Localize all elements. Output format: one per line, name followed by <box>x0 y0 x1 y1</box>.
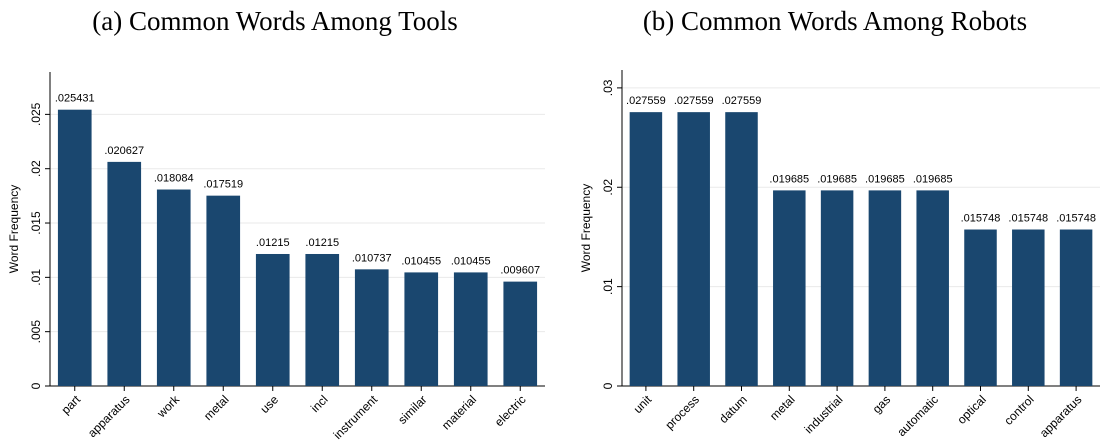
bar <box>964 229 997 386</box>
value-label: .015748 <box>1008 213 1048 225</box>
bar <box>354 269 389 386</box>
x-tick-label: instrument <box>331 392 381 442</box>
value-label: .017519 <box>203 179 243 191</box>
value-label: .027559 <box>626 95 666 107</box>
x-tick-label: work <box>154 392 183 421</box>
y-tick-label: .02 <box>29 160 43 177</box>
x-tick-label: optical <box>954 392 988 426</box>
x-tick-label: part <box>59 392 84 417</box>
y-tick-label: .005 <box>29 320 43 344</box>
value-label: .010455 <box>451 255 491 267</box>
bar <box>453 272 488 386</box>
value-label: .010737 <box>352 252 392 264</box>
value-label: .01215 <box>256 237 290 249</box>
bar <box>773 190 806 386</box>
y-tick-label: .03 <box>601 79 615 96</box>
x-tick-label: electric <box>492 392 529 429</box>
value-label: .019685 <box>817 173 857 185</box>
y-tick-label: 0 <box>601 382 615 389</box>
value-label: .018084 <box>154 173 194 185</box>
value-label: .009607 <box>500 265 540 277</box>
value-label: .020627 <box>104 145 144 157</box>
bar <box>255 253 290 386</box>
y-tick-label: .02 <box>601 179 615 196</box>
bar <box>404 272 439 386</box>
value-label: .019685 <box>865 173 905 185</box>
x-tick-label: control <box>1001 392 1036 427</box>
x-tick-label: automatic <box>894 392 941 439</box>
y-tick-label: .01 <box>29 269 43 286</box>
bar <box>57 109 92 387</box>
x-tick-label: metal <box>767 392 798 423</box>
y-axis-label: Word Frequency <box>7 185 21 273</box>
bar <box>629 112 663 386</box>
bar <box>206 195 241 386</box>
chart-title: (a) Common Words Among Tools <box>92 6 457 36</box>
bar <box>677 112 710 386</box>
y-tick-label: .01 <box>601 278 615 295</box>
y-axis-label: Word Frequency <box>579 184 593 272</box>
value-label: .019685 <box>769 173 809 185</box>
x-tick-label: metal <box>201 392 232 423</box>
y-tick-label: .015 <box>29 211 43 235</box>
bar <box>1012 229 1045 386</box>
value-label: .010455 <box>401 255 441 267</box>
x-tick-label: process <box>662 392 702 432</box>
bar <box>868 190 902 386</box>
value-label: .015748 <box>961 213 1001 225</box>
y-tick-label: .025 <box>29 102 43 126</box>
x-tick-label: incl <box>308 392 331 415</box>
value-label: .015748 <box>1056 213 1096 225</box>
x-tick-label: apparatus <box>1037 392 1085 440</box>
x-tick-label: unit <box>631 392 655 416</box>
y-tick-label: 0 <box>29 382 43 389</box>
x-tick-label: industrial <box>802 392 846 436</box>
x-tick-label: apparatus <box>85 392 133 440</box>
value-label: .025431 <box>55 93 95 105</box>
value-label: .027559 <box>722 95 762 107</box>
x-tick-label: gas <box>870 392 894 416</box>
x-tick-label: similar <box>395 392 429 426</box>
bar <box>916 190 949 386</box>
x-tick-label: material <box>439 392 479 432</box>
bar <box>305 253 340 386</box>
bar <box>820 190 854 386</box>
value-label: .01215 <box>305 237 339 249</box>
bar <box>156 189 191 386</box>
chart-title: (b) Common Words Among Robots <box>643 6 1027 36</box>
x-tick-label: use <box>258 392 282 416</box>
bar <box>107 161 142 386</box>
value-label: .027559 <box>674 95 714 107</box>
x-tick-label: datum <box>716 392 749 425</box>
bar <box>503 281 538 386</box>
bar <box>1059 229 1093 386</box>
bar <box>725 112 758 386</box>
value-label: .019685 <box>913 173 953 185</box>
